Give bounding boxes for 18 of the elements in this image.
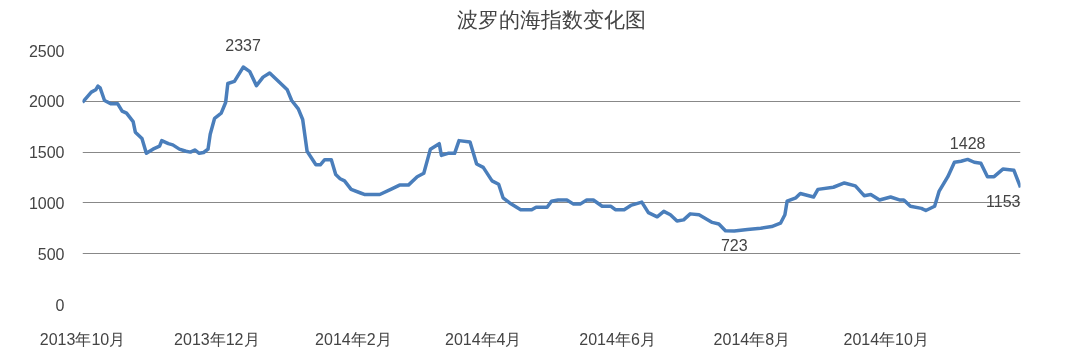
x-tick-label: 2013年12月 xyxy=(174,330,260,348)
x-tick-label: 2013年10月 xyxy=(39,330,126,348)
chart-title: 波罗的海指数变化图 xyxy=(457,7,646,32)
annotation: 2337 xyxy=(225,36,261,54)
x-tick-label: 2014年6月 xyxy=(579,330,656,348)
x-tick-label: 2014年2月 xyxy=(315,330,392,348)
annotation: 723 xyxy=(720,237,748,255)
y-tick-label: 2000 xyxy=(28,93,65,111)
x-tick-label: 2014年8月 xyxy=(713,330,791,348)
y-tick-label: 1500 xyxy=(28,144,65,162)
y-tick-label: 0 xyxy=(55,296,65,314)
x-tick-label: 2014年4月 xyxy=(445,330,522,348)
annotation: 1428 xyxy=(949,135,986,153)
y-tick-label: 500 xyxy=(37,245,65,263)
line-series xyxy=(82,65,1021,233)
y-tick-label: 2500 xyxy=(28,42,65,60)
y-tick-label: 1000 xyxy=(28,194,65,212)
x-tick-label: 2014年10月 xyxy=(843,330,929,348)
